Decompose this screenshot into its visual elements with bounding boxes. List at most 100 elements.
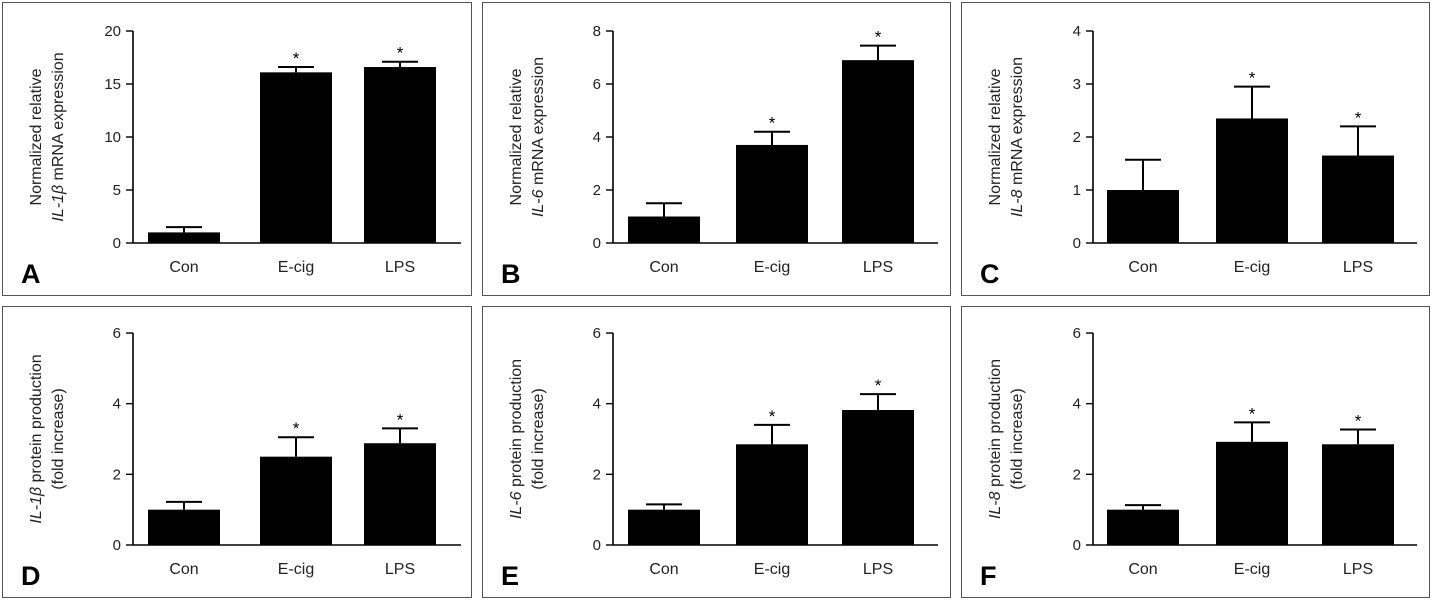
y-axis-label: Normalized relative — [28, 68, 45, 205]
category-label: E-cig — [1234, 259, 1270, 276]
y-axis-label: Normalized relative — [987, 68, 1004, 205]
category-label: LPS — [385, 561, 415, 578]
bar-con — [148, 509, 220, 545]
panel-letter: E — [501, 561, 519, 591]
significance-marker: * — [875, 28, 882, 47]
significance-marker: * — [397, 410, 404, 429]
y-axis-label-part: protein production — [28, 354, 45, 487]
y-tick-label: 2 — [593, 466, 601, 483]
y-tick-label: 4 — [593, 129, 601, 146]
bar-chart-f: 0 2 4 6 Con E-cig * LPS * IL-8 protein production… — [980, 325, 1417, 591]
y-tick-label: 4 — [593, 396, 601, 413]
y-axis-label-part: IL-8 — [987, 491, 1004, 519]
category-label: E-cig — [754, 561, 790, 578]
y-tick-label: 2 — [113, 466, 121, 483]
y-axis-label-part: IL-1β — [50, 185, 67, 222]
bar-con — [148, 232, 220, 243]
panel-letter: F — [980, 561, 997, 591]
category-label: LPS — [863, 561, 893, 578]
y-tick-label: 0 — [113, 537, 121, 554]
y-tick-label: 15 — [104, 76, 121, 93]
panel-d: 0 2 4 6 Con E-cig * LPS * IL-1β protein productio… — [2, 306, 472, 598]
y-tick-label: 2 — [593, 182, 601, 199]
panel-letter: C — [980, 259, 1000, 289]
category-label: Con — [1128, 561, 1157, 578]
y-axis-label-part: mRNA expression — [530, 57, 547, 190]
y-tick-label: 0 — [1073, 235, 1081, 252]
category-label: LPS — [863, 259, 893, 276]
bar-lps — [1322, 444, 1394, 545]
category-label: Con — [649, 561, 678, 578]
y-axis-label: IL-8 protein production — [987, 359, 1004, 519]
category-label: E-cig — [1234, 561, 1270, 578]
y-axis-label: Normalized relative — [508, 68, 525, 205]
bar-chart-e: 0 2 4 6 Con E-cig * LPS * IL-6 protein production… — [501, 325, 938, 591]
bar-chart-b: 0 2 4 6 8 Con E-cig * LPS * Normalized relative IL-… — [501, 23, 938, 289]
y-axis-label: IL-6 protein production — [508, 359, 525, 519]
significance-marker: * — [293, 49, 300, 68]
y-tick-label: 6 — [593, 76, 601, 93]
category-label: E-cig — [754, 259, 790, 276]
significance-marker: * — [397, 44, 404, 63]
bar-lps — [364, 443, 436, 545]
bar-e-cig — [736, 144, 808, 243]
y-tick-label: 2 — [1073, 129, 1081, 146]
y-tick-label: 1 — [1073, 182, 1081, 199]
y-tick-label: 6 — [1073, 325, 1081, 342]
panel-letter: A — [21, 259, 41, 289]
category-label: Con — [649, 259, 678, 276]
y-axis-label: (fold increase) — [1009, 388, 1026, 489]
bar-e-cig — [260, 72, 332, 243]
significance-marker: * — [1249, 69, 1256, 88]
y-tick-label: 4 — [1073, 23, 1081, 40]
category-label: Con — [169, 259, 198, 276]
y-tick-label: 6 — [593, 325, 601, 342]
category-label: Con — [1128, 259, 1157, 276]
category-label: Con — [169, 561, 198, 578]
y-axis-label-part: (fold increase) — [530, 388, 547, 489]
y-axis-label-part: IL-8 — [1009, 189, 1026, 217]
y-tick-label: 10 — [104, 129, 121, 146]
y-axis-label: IL-8 mRNA expression — [1009, 57, 1026, 217]
y-tick-label: 0 — [593, 537, 601, 554]
y-axis-label: IL-1β protein production — [28, 354, 45, 523]
category-label: LPS — [1343, 561, 1373, 578]
significance-marker: * — [293, 419, 300, 438]
significance-marker: * — [769, 407, 776, 426]
y-axis-label-part: protein production — [508, 359, 525, 492]
panel-letter: D — [21, 561, 41, 591]
y-tick-label: 2 — [1073, 466, 1081, 483]
y-axis-label-part: Normalized relative — [987, 68, 1004, 205]
y-axis-label-part: Normalized relative — [28, 68, 45, 205]
y-tick-label: 8 — [593, 23, 601, 40]
y-tick-label: 4 — [113, 396, 121, 413]
y-tick-label: 0 — [593, 235, 601, 252]
bar-con — [628, 216, 700, 243]
y-tick-label: 0 — [113, 235, 121, 252]
y-axis-label-part: (fold increase) — [1009, 388, 1026, 489]
panel-e: 0 2 4 6 Con E-cig * LPS * IL-6 protein production… — [482, 306, 951, 598]
bar-e-cig — [1216, 118, 1288, 243]
bar-chart-d: 0 2 4 6 Con E-cig * LPS * IL-1β protein productio… — [21, 325, 461, 591]
y-axis-label: IL-1β mRNA expression — [50, 52, 67, 221]
y-axis-label: (fold increase) — [530, 388, 547, 489]
significance-marker: * — [1355, 411, 1362, 430]
panel-c: 0 1 2 3 4 Con E-cig * LPS * Normalized relative IL-… — [961, 2, 1430, 296]
y-axis-label-part: IL-6 — [530, 189, 547, 217]
bar-chart-a: 0 5 10 15 20 Con E-cig * LPS * Normalized relative… — [21, 23, 461, 289]
category-label: E-cig — [278, 561, 314, 578]
y-tick-label: 5 — [113, 182, 121, 199]
y-tick-label: 0 — [1073, 537, 1081, 554]
significance-marker: * — [1355, 108, 1362, 127]
bar-chart-c: 0 1 2 3 4 Con E-cig * LPS * Normalized relative IL-… — [980, 23, 1417, 289]
y-axis-label-part: (fold increase) — [50, 388, 67, 489]
panel-letter: B — [501, 259, 521, 289]
panel-b: 0 2 4 6 8 Con E-cig * LPS * Normalized relative IL-… — [482, 2, 951, 296]
bar-lps — [364, 67, 436, 243]
bar-con — [1107, 509, 1179, 545]
y-axis-label-part: mRNA expression — [1009, 57, 1026, 190]
bar-lps — [842, 60, 914, 244]
y-tick-label: 6 — [113, 325, 121, 342]
y-tick-label: 4 — [1073, 396, 1081, 413]
y-tick-label: 20 — [104, 23, 121, 40]
